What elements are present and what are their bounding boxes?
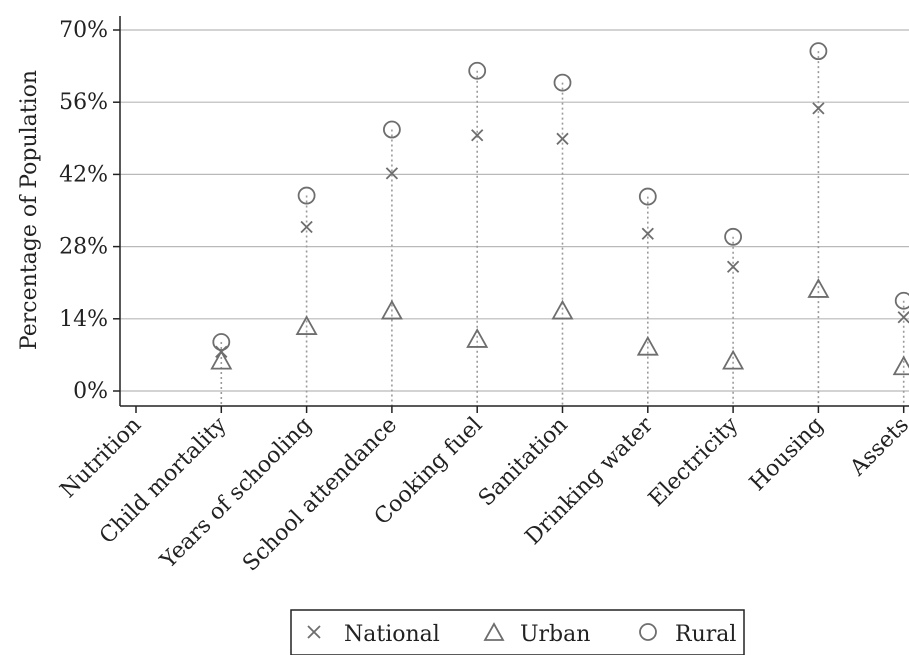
y-tick-label: 14%	[59, 307, 108, 332]
legend: National Urban Rural	[290, 609, 745, 655]
grid-lines	[120, 29, 909, 392]
marker-urban	[807, 278, 830, 298]
marker-rural	[894, 291, 909, 310]
legend-marker-rural	[639, 623, 657, 641]
drop-lines	[220, 51, 905, 406]
y-tick-label: 42%	[59, 162, 108, 187]
legend-marker-national	[307, 625, 321, 639]
y-tick-label: 0%	[73, 379, 108, 404]
x-tick-label: Electricity	[644, 412, 744, 512]
marker-rural	[638, 187, 657, 206]
x-tick-label: Nutrition	[56, 413, 147, 504]
marker-national	[641, 227, 654, 240]
marker-stroke	[385, 167, 399, 180]
marker-stroke	[471, 129, 484, 142]
y-tick-label: 28%	[59, 235, 108, 260]
marker-urban	[636, 335, 659, 356]
marker-stroke	[556, 132, 569, 145]
legend-marker-urban	[483, 622, 505, 641]
marker-national	[897, 311, 909, 324]
axes	[119, 16, 909, 407]
marker-rural	[297, 186, 316, 205]
marker-national	[556, 132, 569, 145]
marker-urban	[380, 299, 403, 320]
marker-rural	[724, 227, 742, 246]
marker-rural	[809, 42, 828, 61]
x-tick-label: School attendance	[238, 413, 402, 577]
x-tick-label: Years of schooling	[155, 413, 317, 575]
marker-national	[385, 167, 399, 180]
y-axis-title: Percentage of Population	[17, 70, 42, 350]
marker-urban	[722, 349, 745, 370]
marker-rural	[468, 61, 487, 80]
marker-national	[726, 260, 740, 273]
marker-rural	[553, 73, 572, 92]
marker-urban	[210, 349, 233, 370]
legend-label-rural: Rural	[675, 622, 736, 647]
marker-stroke	[300, 220, 313, 234]
marker-rural	[212, 333, 231, 351]
marker-national	[471, 129, 484, 142]
legend-label-national: National	[344, 622, 440, 647]
marker-urban	[466, 328, 489, 348]
marker-urban	[295, 315, 318, 335]
marker-urban	[551, 299, 574, 320]
y-tick-label: 56%	[59, 90, 108, 115]
data-markers	[210, 42, 909, 376]
x-tick-label: Housing	[745, 413, 829, 497]
legend-label-urban: Urban	[520, 622, 590, 647]
marker-stroke	[897, 311, 909, 324]
marker-stroke	[641, 227, 654, 240]
marker-rural	[382, 120, 401, 139]
x-tick-label: Assets	[845, 413, 909, 482]
marker-stroke	[726, 260, 740, 273]
y-ticks: 0% 14% 28% 42% 56% 70%	[59, 18, 120, 404]
marker-urban	[892, 355, 909, 376]
legend-box	[290, 609, 745, 655]
marker-national	[812, 102, 825, 115]
marker-stroke	[812, 102, 825, 115]
marker-national	[300, 220, 313, 234]
y-tick-label: 70%	[59, 18, 108, 43]
